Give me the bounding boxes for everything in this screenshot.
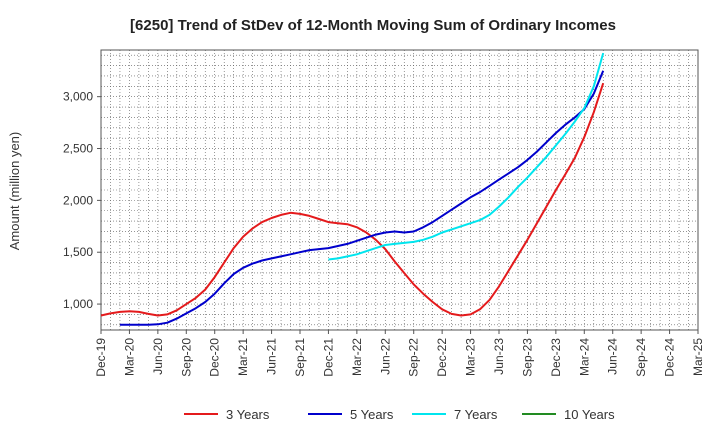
series-line-3-years [100,82,605,317]
y-tick-label: 2,000 [63,193,93,207]
tick-labels: 1,000 1,500 2,000 2,500 3,000 Dec-19 Mar-20 Jun… [63,90,705,377]
x-tick-label: Mar-25 [691,338,705,376]
chart-title: [6250] Trend of StDev of 12-Month Moving… [130,17,616,34]
x-tick-label: Jun-20 [151,338,165,375]
series-line-5-years [120,70,605,326]
x-tick-label: Jun-22 [378,338,392,375]
x-tick-label: Mar-22 [350,338,364,376]
x-tick-label: Dec-21 [321,338,335,377]
x-tick-label: Sep-24 [634,338,648,377]
plot-frame [100,49,699,331]
legend-label-10-years: 10 Years [564,407,615,422]
series-lines [100,52,605,326]
y-tick-label: 1,000 [63,297,93,311]
x-tick-label: Mar-24 [577,338,591,376]
x-tick-label: Mar-21 [236,338,250,376]
x-tick-label: Sep-22 [407,338,421,377]
x-tick-label: Dec-19 [94,338,108,377]
legend-label-3-years: 3 Years [226,407,270,422]
x-tick-label: Jun-21 [265,338,279,375]
grid [100,50,699,330]
x-tick-label: Jun-24 [606,338,620,375]
legend-label-5-years: 5 Years [350,407,394,422]
legend: 3 Years 5 Years 7 Years 10 Years [184,407,615,422]
x-tick-label: Dec-23 [549,338,563,377]
y-tick-label: 2,500 [63,142,93,156]
x-tick-label: Sep-23 [520,338,534,377]
y-tick-label: 3,000 [63,90,93,104]
x-tick-label: Mar-23 [464,338,478,376]
x-tick-label: Jun-23 [492,338,506,375]
x-tick-label: Sep-21 [293,338,307,377]
y-axis-label: Amount (million yen) [7,132,22,251]
legend-label-7-years: 7 Years [454,407,498,422]
series-line-7-years [328,52,605,261]
x-tick-label: Dec-20 [208,338,222,377]
y-tick-label: 1,500 [63,245,93,259]
x-tick-label: Mar-20 [122,338,136,376]
axes [97,49,699,334]
x-tick-label: Dec-22 [435,338,449,377]
x-tick-label: Dec-24 [663,338,677,377]
x-tick-label: Sep-20 [179,338,193,377]
